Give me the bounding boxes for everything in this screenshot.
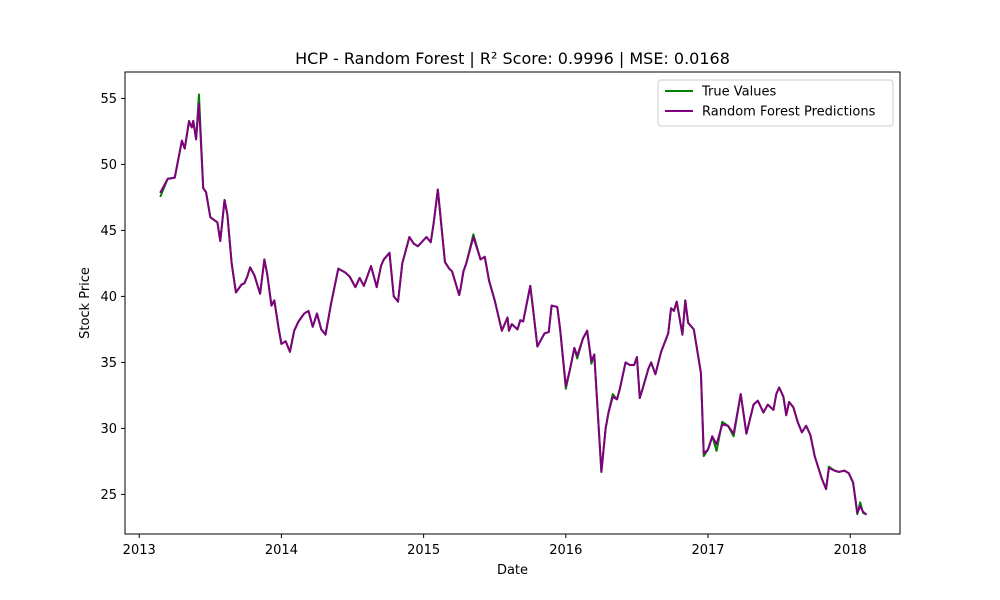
x-axis: 2013 2014 2015 2016 2017 2018 <box>123 534 867 558</box>
legend-label-true-values: True Values <box>701 85 776 100</box>
plot-lines <box>159 93 867 516</box>
y-axis: 25 30 35 40 45 50 55 <box>100 92 125 503</box>
y-tick-label: 45 <box>100 224 117 239</box>
series-line-random-forest-predictions <box>159 102 867 516</box>
y-tick-label: 25 <box>100 488 117 503</box>
y-tick-label: 50 <box>100 158 117 173</box>
y-tick-label: 35 <box>100 356 117 371</box>
x-tick-label: 2016 <box>549 543 582 558</box>
legend-box <box>657 79 894 127</box>
x-tick-label: 2018 <box>834 543 867 558</box>
x-axis-label: Date <box>497 563 528 578</box>
legend: True Values Random Forest Predictions <box>657 79 894 127</box>
x-tick-label: 2013 <box>123 543 156 558</box>
y-tick-label: 30 <box>100 422 117 437</box>
legend-label-rf-predictions: Random Forest Predictions <box>702 105 876 120</box>
x-tick-label: 2015 <box>407 543 440 558</box>
y-tick-label: 40 <box>100 290 117 305</box>
x-tick-label: 2017 <box>691 543 724 558</box>
plot-frame <box>124 71 901 535</box>
y-tick-label: 55 <box>100 92 117 107</box>
y-axis-label: Stock Price <box>78 267 93 339</box>
chart-title: HCP - Random Forest | R² Score: 0.9996 |… <box>295 49 730 68</box>
x-tick-label: 2014 <box>265 543 298 558</box>
